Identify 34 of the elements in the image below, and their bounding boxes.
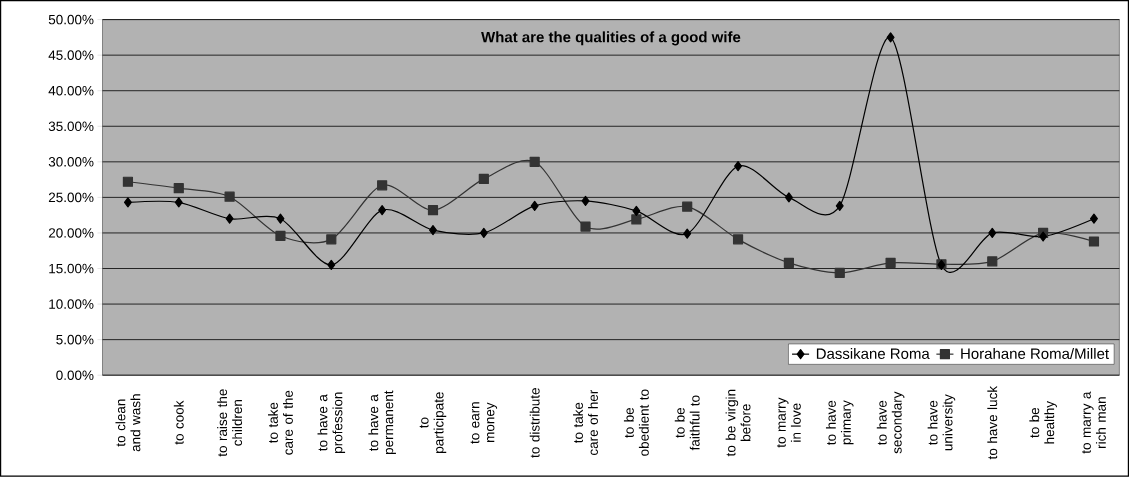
y-tick-label: 5.00% <box>56 335 94 345</box>
legend-label: Horahane Roma/Millet <box>961 348 1109 360</box>
legend-label: Dassikane Roma <box>816 348 930 360</box>
x-tick-label: to clean and wash <box>115 394 141 452</box>
x-tick-label: to earn money <box>470 402 498 444</box>
x-tick-label: to have a profession <box>317 392 346 454</box>
x-tick-label: to take care of the <box>268 390 293 455</box>
x-tick-label: to have primary <box>825 400 854 446</box>
x-tick-label: to raise the children <box>217 389 243 457</box>
y-tick-label: 35.00% <box>48 121 94 132</box>
y-tick-label: 20.00% <box>48 228 94 238</box>
x-tick-label: to have luck <box>987 386 998 460</box>
x-tick-label: to be healthy <box>1029 401 1057 444</box>
x-tick-label: to cook <box>173 400 184 445</box>
y-tick-label: 15.00% <box>49 263 94 274</box>
y-tick-label: 45.00% <box>48 50 94 61</box>
y-tick-label: 0.00% <box>56 370 94 381</box>
x-tick-label: to be obedient to <box>623 389 649 457</box>
y-tick-label: 50.00% <box>48 14 94 25</box>
y-tick-label: 10.00% <box>49 299 94 309</box>
x-tick-label: to participate <box>419 392 447 454</box>
x-tick-label: to be virgin before <box>725 390 751 457</box>
x-tick-label: to take care of her <box>573 390 598 456</box>
x-tick-label: to distribute <box>529 388 540 458</box>
x-tick-label: to marry in love <box>776 397 801 448</box>
y-tick-label: 25.00% <box>48 192 94 203</box>
x-tick-label: to have secondary <box>876 391 905 454</box>
y-tick-label: 40.00% <box>48 86 94 96</box>
x-tick-label: to have a permanent <box>368 390 396 455</box>
x-tick-label: to be faithful to <box>674 395 700 451</box>
x-tick-label: to marry a rich man <box>1082 391 1106 454</box>
x-tick-label: to have university <box>927 394 956 451</box>
y-tick-label: 30.00% <box>48 157 94 167</box>
text: What are the qualities of a good wife <box>481 31 741 46</box>
